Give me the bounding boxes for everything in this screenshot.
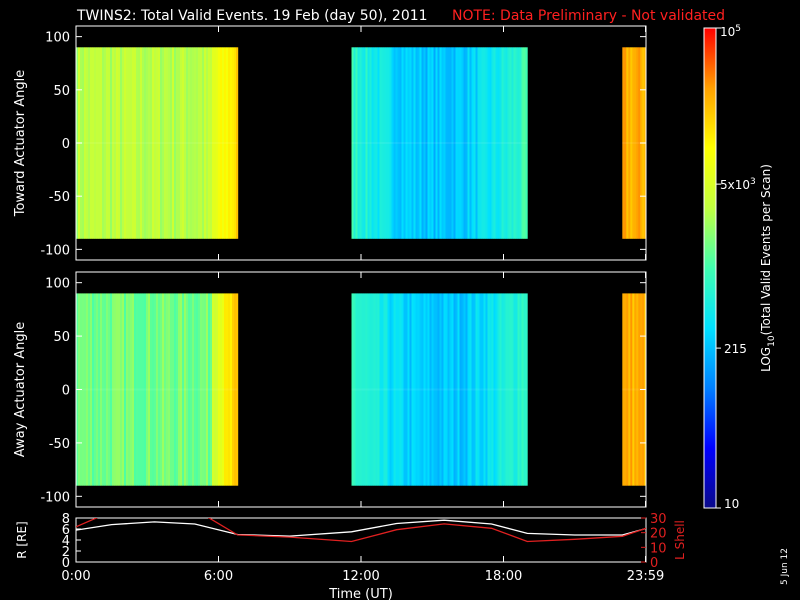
- left-tick-label: 8: [62, 512, 70, 527]
- x-tick-label: 18:00: [485, 569, 522, 584]
- y-tick-label: 0: [62, 137, 70, 152]
- y-tick-label: -100: [40, 243, 70, 258]
- y-tick-label: -50: [49, 437, 70, 452]
- y-tick-label: 50: [53, 84, 70, 99]
- data-note: NOTE: Data Preliminary - Not validated: [452, 8, 725, 24]
- date-stamp: 5 Jun 12: [780, 548, 790, 585]
- colorbar-tick-label: 10: [724, 497, 739, 511]
- right-tick-label: 10: [650, 541, 667, 556]
- left-tick-label: 0: [62, 556, 70, 571]
- right-tick-label: 20: [650, 527, 667, 542]
- right-tick-label: 0: [650, 556, 658, 571]
- y-axis-label: Away Actuator Angle: [13, 322, 28, 457]
- toward-panel: 100 50 0 -50 -100 Toward Actuator Angle: [13, 25, 647, 261]
- y-axis-label: Toward Actuator Angle: [13, 70, 28, 217]
- y-tick-label: 100: [45, 277, 70, 292]
- x-tick-label: 23:59: [627, 569, 664, 584]
- r-series-line: [76, 519, 646, 537]
- left-tick-label: 6: [62, 523, 70, 538]
- y-tick-label: 50: [53, 330, 70, 345]
- left-axis-label: R [RE]: [15, 521, 29, 558]
- right-tick-label: 30: [650, 512, 667, 527]
- right-axis-label: L Shell: [673, 520, 687, 560]
- y-tick-label: -100: [40, 490, 70, 505]
- lshell-series-line: [76, 518, 646, 543]
- colorbar: 105 5x103 215 10 LOG10(Total Valid Events pe…: [703, 24, 777, 511]
- colorbar-tick-label: 215: [724, 342, 747, 356]
- colorbar-label: LOG10(Total Valid Events per Scan): [759, 164, 777, 372]
- y-tick-label: 100: [45, 31, 70, 46]
- y-tick-label: -50: [49, 190, 70, 205]
- left-tick-label: 2: [62, 545, 70, 560]
- colorbar-tick-label: 5x103: [720, 177, 756, 192]
- x-axis-label: Time (UT): [328, 587, 393, 600]
- colorbar-tick-label: 105: [720, 24, 741, 39]
- y-tick-label: 0: [62, 384, 70, 399]
- left-tick-label: 4: [62, 534, 70, 549]
- x-tick-label: 0:00: [61, 569, 90, 584]
- chart-title: TWINS2: Total Valid Events. 19 Feb (day …: [76, 8, 428, 24]
- x-tick-label: 12:00: [342, 569, 379, 584]
- away-panel: 100 50 0 -50 -100 Away Actuator Angle: [13, 271, 647, 508]
- x-tick-label: 6:00: [204, 569, 233, 584]
